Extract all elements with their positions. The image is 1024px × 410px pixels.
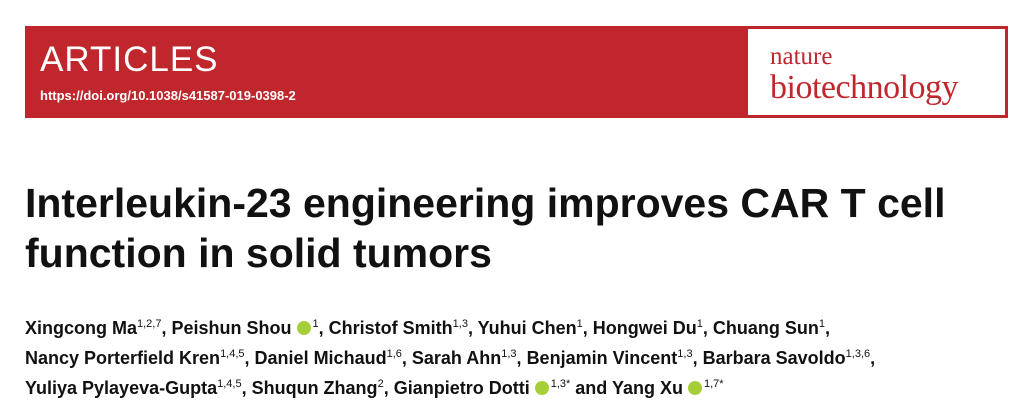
separator: ,: [161, 318, 172, 338]
affiliation: 1,3: [501, 348, 517, 360]
orcid-icon[interactable]: [687, 381, 702, 395]
orcid-icon[interactable]: [534, 381, 549, 395]
affiliation: 1,7*: [703, 378, 724, 390]
author-line: Yuliya Pylayeva-Gupta1,4,5, Shuqun Zhang…: [25, 373, 875, 403]
separator: ,: [582, 318, 593, 338]
article-title: Interleukin-23 engineering improves CAR …: [25, 178, 945, 278]
separator: ,: [241, 378, 252, 398]
separator: ,: [702, 318, 713, 338]
title-line: function in solid tumors: [25, 230, 492, 276]
author-name: Chuang Sun: [712, 318, 819, 338]
author-name: Yuliya Pylayeva-Gupta: [25, 378, 218, 398]
author-line: Nancy Porterfield Kren1,4,5, Daniel Mich…: [25, 343, 875, 373]
author-name: Benjamin Vincent: [526, 348, 678, 368]
separator: ,: [383, 378, 394, 398]
affiliation: 1,3: [677, 348, 693, 360]
separator: ,: [692, 348, 703, 368]
author-name: Yang Xu: [611, 378, 683, 398]
affiliation: 1: [818, 318, 826, 330]
affiliation: 1,3,6: [845, 348, 871, 360]
section-label: ARTICLES: [40, 40, 219, 79]
separator: ,: [516, 348, 527, 368]
separator: ,: [318, 318, 329, 338]
banner: ARTICLES https://doi.org/10.1038/s41587-…: [25, 26, 1008, 118]
journal-logo: nature biotechnology: [748, 29, 1005, 115]
author-name: Daniel Michaud: [254, 348, 387, 368]
affiliation: 1,3*: [550, 378, 571, 390]
author-name: Hongwei Du: [592, 318, 697, 338]
orcid-icon[interactable]: [296, 321, 311, 335]
affiliation: 1: [576, 318, 583, 330]
author-name: Shuqun Zhang: [251, 378, 378, 398]
author-name: Yuhui Chen: [477, 318, 577, 338]
title-line: Interleukin-23 engineering improves CAR …: [25, 180, 946, 226]
affiliation: 1,6: [386, 348, 402, 360]
separator: ,: [870, 348, 876, 368]
separator: ,: [401, 348, 412, 368]
author-name: Nancy Porterfield Kren: [25, 348, 221, 368]
separator: ,: [825, 318, 831, 338]
author-name: Xingcong Ma: [25, 318, 137, 338]
author-list: Xingcong Ma1,2,7, Peishun Shou 1, Christo…: [25, 313, 875, 403]
separator: ,: [244, 348, 255, 368]
doi-link[interactable]: https://doi.org/10.1038/s41587-019-0398-…: [40, 88, 296, 103]
affiliation: 1,3: [452, 318, 468, 330]
journal-name: nature: [770, 43, 833, 70]
author-name: Peishun Shou: [171, 318, 292, 338]
author-name: Barbara Savoldo: [702, 348, 846, 368]
journal-name: biotechnology: [770, 69, 959, 106]
separator: and: [570, 378, 612, 398]
author-name: Gianpietro Dotti: [393, 378, 530, 398]
affiliation: 2: [377, 378, 384, 390]
affiliation: 1,4,5: [217, 378, 242, 390]
affiliation: 1,2,7: [137, 318, 162, 330]
affiliation: 1,4,5: [220, 348, 245, 360]
separator: ,: [467, 318, 478, 338]
affiliation: 1: [312, 318, 319, 330]
affiliation: 1: [696, 318, 703, 330]
author-name: Christof Smith: [328, 318, 453, 338]
author-name: Sarah Ahn: [411, 348, 502, 368]
author-line: Xingcong Ma1,2,7, Peishun Shou 1, Christo…: [25, 313, 875, 343]
